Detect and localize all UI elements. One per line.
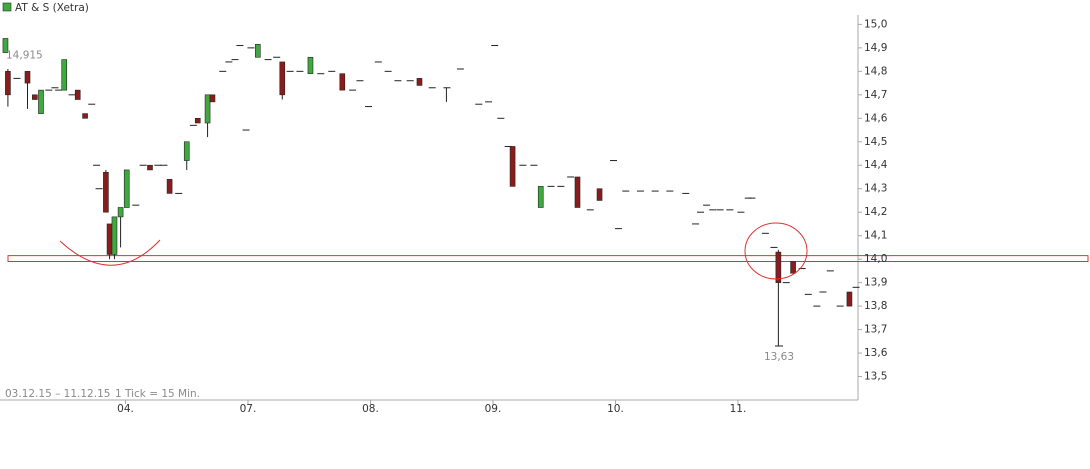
candle-body (166, 179, 173, 194)
y-tick-label: 14,3 (864, 183, 887, 195)
candle-body (38, 89, 44, 114)
candle-body (416, 78, 423, 86)
candle-body (106, 223, 113, 255)
y-tick-label: 15,0 (864, 18, 887, 30)
interval-label: 1 Tick = 15 Min. (115, 388, 200, 400)
candle-body (574, 176, 581, 208)
candle-body (147, 164, 153, 171)
candle-body (103, 171, 109, 213)
candle-body (279, 61, 286, 96)
x-tick-label: 11. (730, 403, 747, 415)
candle-body (183, 141, 190, 161)
y-tick-label: 14,9 (864, 42, 887, 54)
y-tick-label: 13,6 (864, 347, 888, 359)
candle-body (32, 94, 38, 100)
candle-body (339, 73, 346, 91)
y-tick-label: 14,2 (864, 206, 887, 218)
candle-body (194, 117, 201, 124)
candle-body (74, 89, 81, 100)
candle-body (509, 146, 516, 187)
candle-body (775, 251, 782, 283)
candle-body (204, 94, 211, 124)
candle-body (596, 188, 603, 201)
legend-label: AT & S (Xetra) (15, 2, 89, 14)
candle-body (117, 207, 124, 218)
x-tick-label: 10. (607, 403, 624, 415)
candle-body (254, 44, 261, 58)
candle-body (61, 59, 68, 91)
annotation-circle (744, 222, 808, 280)
candle-body (790, 261, 796, 274)
y-tick-label: 13,8 (864, 300, 887, 312)
plot-area (2, 38, 1089, 347)
candle-body (2, 38, 9, 53)
y-tick-label: 14,6 (864, 112, 888, 124)
high-label: 14,915 (6, 49, 43, 61)
period-label: 03.12.15 – 11.12.15 (5, 388, 110, 400)
candle-body (209, 94, 216, 103)
y-tick-label: 14,0 (864, 253, 887, 265)
x-tick-label: 04. (117, 403, 134, 415)
y-tick-label: 14,4 (864, 159, 888, 171)
x-tick-label: 07. (240, 403, 257, 415)
candle-body (123, 169, 130, 208)
y-tick-label: 13,9 (864, 277, 887, 289)
legend-swatch (2, 2, 12, 12)
support-band (7, 255, 1089, 262)
y-tick-label: 14,1 (864, 230, 887, 242)
low-label: 13,63 (764, 351, 794, 363)
candle-body (82, 113, 88, 119)
candle-body (24, 71, 31, 84)
x-tick-label: 09. (485, 403, 502, 415)
candle-body (537, 186, 544, 208)
candle-body (111, 216, 118, 255)
y-tick-label: 14,5 (864, 136, 887, 148)
candle-body (5, 71, 11, 96)
annotation-arc (59, 239, 161, 266)
y-tick-label: 14,7 (864, 89, 887, 101)
candle-body (846, 291, 853, 307)
y-tick-label: 14,8 (864, 65, 887, 77)
y-tick-label: 13,5 (864, 371, 887, 383)
candle-body (307, 56, 314, 74)
x-tick-label: 08. (362, 403, 379, 415)
y-tick-label: 13,7 (864, 324, 887, 336)
